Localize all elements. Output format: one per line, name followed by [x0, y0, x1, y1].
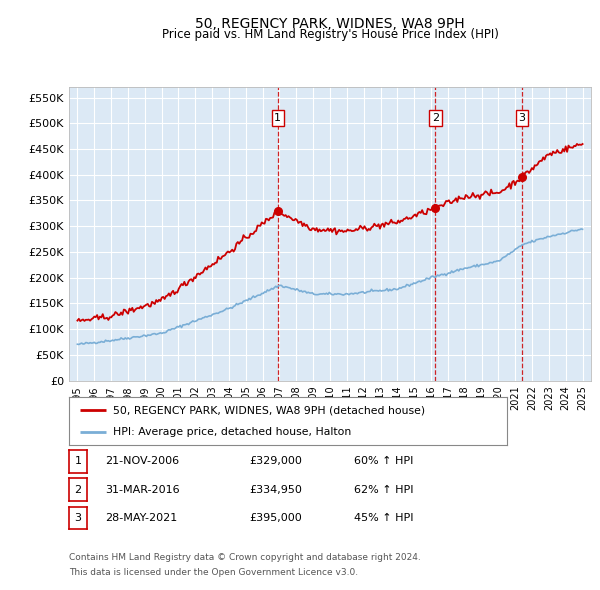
Text: Price paid vs. HM Land Registry's House Price Index (HPI): Price paid vs. HM Land Registry's House … — [161, 28, 499, 41]
Text: 1: 1 — [274, 113, 281, 123]
Text: 28-MAY-2021: 28-MAY-2021 — [105, 513, 177, 523]
Text: This data is licensed under the Open Government Licence v3.0.: This data is licensed under the Open Gov… — [69, 568, 358, 576]
Text: 31-MAR-2016: 31-MAR-2016 — [105, 485, 179, 494]
Text: 2: 2 — [431, 113, 439, 123]
Text: HPI: Average price, detached house, Halton: HPI: Average price, detached house, Halt… — [113, 427, 351, 437]
Text: 62% ↑ HPI: 62% ↑ HPI — [354, 485, 413, 494]
Text: 60% ↑ HPI: 60% ↑ HPI — [354, 457, 413, 466]
Text: 1: 1 — [74, 457, 82, 466]
Text: Contains HM Land Registry data © Crown copyright and database right 2024.: Contains HM Land Registry data © Crown c… — [69, 553, 421, 562]
Text: 45% ↑ HPI: 45% ↑ HPI — [354, 513, 413, 523]
Text: 3: 3 — [518, 113, 526, 123]
Text: £334,950: £334,950 — [249, 485, 302, 494]
Text: 2: 2 — [74, 485, 82, 494]
Text: £395,000: £395,000 — [249, 513, 302, 523]
Text: £329,000: £329,000 — [249, 457, 302, 466]
Text: 21-NOV-2006: 21-NOV-2006 — [105, 457, 179, 466]
Text: 50, REGENCY PARK, WIDNES, WA8 9PH: 50, REGENCY PARK, WIDNES, WA8 9PH — [195, 17, 465, 31]
Text: 3: 3 — [74, 513, 82, 523]
Text: 50, REGENCY PARK, WIDNES, WA8 9PH (detached house): 50, REGENCY PARK, WIDNES, WA8 9PH (detac… — [113, 405, 425, 415]
